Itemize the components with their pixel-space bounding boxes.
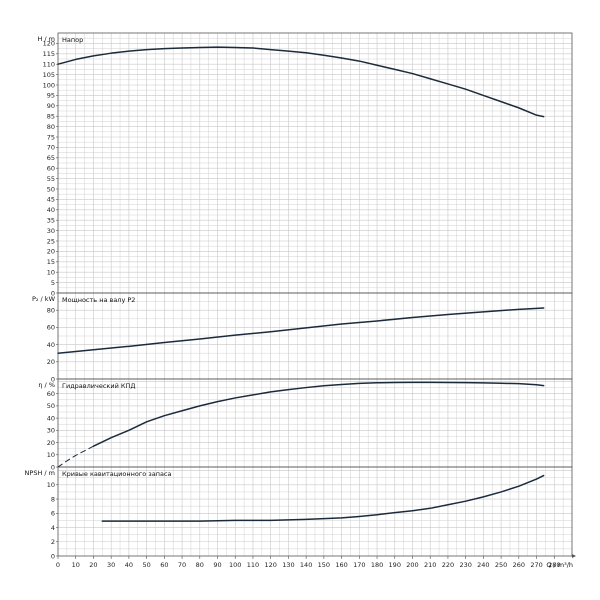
y-tick-label: 80 bbox=[47, 307, 55, 315]
y-tick-label: 20 bbox=[47, 358, 55, 366]
y-tick-label: 95 bbox=[47, 92, 55, 100]
x-tick-label: 90 bbox=[213, 561, 221, 569]
x-tick-label: 170 bbox=[353, 561, 365, 569]
panel-title: Гидравлический КПД bbox=[62, 382, 135, 390]
panel-title: Кривые кавитационного запаса bbox=[62, 470, 172, 478]
y-tick-label: 20 bbox=[47, 439, 55, 447]
y-tick-label: 5 bbox=[51, 279, 55, 287]
x-tick-label: 200 bbox=[406, 561, 418, 569]
x-tick-label: 140 bbox=[300, 561, 312, 569]
y-tick-label: 10 bbox=[47, 269, 55, 277]
y-tick-label: 60 bbox=[47, 324, 55, 332]
x-tick-label: 280 bbox=[548, 561, 560, 569]
x-tick-label: 80 bbox=[196, 561, 204, 569]
y-tick-label: 20 bbox=[47, 248, 55, 256]
y-axis-label: NPSH / m bbox=[25, 469, 55, 477]
y-tick-label: 110 bbox=[43, 61, 55, 69]
y-tick-label: 120 bbox=[43, 40, 55, 48]
y-tick-label: 75 bbox=[47, 133, 55, 141]
x-axis-arrow bbox=[572, 554, 576, 558]
y-tick-label: 0 bbox=[51, 463, 55, 471]
performance-curve bbox=[57, 307, 545, 354]
x-tick-label: 10 bbox=[72, 561, 80, 569]
y-axis-label: P₂ / kW bbox=[32, 295, 56, 303]
x-tick-label: 20 bbox=[89, 561, 97, 569]
y-tick-label: 0 bbox=[51, 289, 55, 297]
y-tick-label: 40 bbox=[47, 206, 55, 214]
x-tick-label: 60 bbox=[160, 561, 168, 569]
panel-title: Мощность на валу P2 bbox=[62, 296, 135, 304]
x-tick-label: 0 bbox=[56, 561, 60, 569]
y-tick-label: 4 bbox=[51, 524, 55, 532]
x-tick-label: 100 bbox=[229, 561, 241, 569]
x-axis-label: Q / m³/h bbox=[546, 561, 573, 569]
y-tick-label: 0 bbox=[51, 375, 55, 383]
y-tick-label: 10 bbox=[47, 481, 55, 489]
x-tick-label: 40 bbox=[125, 561, 133, 569]
y-tick-label: 60 bbox=[47, 165, 55, 173]
y-tick-label: 0 bbox=[51, 552, 55, 560]
y-tick-label: 80 bbox=[47, 123, 55, 131]
x-tick-label: 210 bbox=[424, 561, 436, 569]
y-tick-label: 8 bbox=[51, 495, 55, 503]
y-tick-label: 2 bbox=[51, 538, 55, 546]
y-tick-label: 45 bbox=[47, 196, 55, 204]
x-tick-label: 50 bbox=[142, 561, 150, 569]
y-tick-label: 6 bbox=[51, 510, 55, 518]
y-tick-label: 40 bbox=[47, 414, 55, 422]
x-tick-label: 70 bbox=[178, 561, 186, 569]
x-tick-label: 110 bbox=[247, 561, 259, 569]
y-tick-label: 35 bbox=[47, 217, 55, 225]
y-tick-label: 100 bbox=[43, 81, 55, 89]
panel-title: Напор bbox=[62, 36, 83, 44]
y-tick-label: 30 bbox=[47, 227, 55, 235]
x-tick-label: 30 bbox=[107, 561, 115, 569]
y-tick-label: 65 bbox=[47, 154, 55, 162]
curve-layer bbox=[57, 46, 545, 522]
y-tick-label: 115 bbox=[43, 50, 55, 58]
x-tick-label: 270 bbox=[530, 561, 542, 569]
x-tick-label: 190 bbox=[389, 561, 401, 569]
y-tick-label: 10 bbox=[47, 451, 55, 459]
x-tick-label: 220 bbox=[442, 561, 454, 569]
y-tick-label: 30 bbox=[47, 427, 55, 435]
performance-curve bbox=[57, 46, 545, 118]
x-tick-label: 160 bbox=[335, 561, 347, 569]
y-tick-label: 15 bbox=[47, 258, 55, 266]
x-tick-label: 250 bbox=[495, 561, 507, 569]
performance-curve bbox=[101, 474, 545, 522]
x-tick-label: 120 bbox=[264, 561, 276, 569]
y-tick-label: 40 bbox=[47, 341, 55, 349]
x-tick-label: 260 bbox=[513, 561, 525, 569]
y-tick-label: 50 bbox=[47, 402, 55, 410]
x-tick-label: 230 bbox=[459, 561, 471, 569]
x-tick-label: 240 bbox=[477, 561, 489, 569]
text-layer: 0510152025303540455055606570758085909510… bbox=[25, 35, 573, 569]
frame-layer bbox=[56, 32, 576, 559]
y-tick-label: 105 bbox=[43, 71, 55, 79]
y-tick-label: 60 bbox=[47, 390, 55, 398]
panel-frame bbox=[57, 466, 573, 557]
y-axis-label: η / % bbox=[38, 381, 55, 389]
y-tick-label: 50 bbox=[47, 185, 55, 193]
x-tick-label: 130 bbox=[282, 561, 294, 569]
x-tick-label: 180 bbox=[371, 561, 383, 569]
efficiency-curve-dashed bbox=[57, 445, 94, 468]
y-tick-label: 85 bbox=[47, 113, 55, 121]
y-tick-label: 70 bbox=[47, 144, 55, 152]
y-tick-label: 25 bbox=[47, 237, 55, 245]
y-axis-label: H / m bbox=[37, 35, 55, 43]
x-tick-label: 150 bbox=[318, 561, 330, 569]
y-tick-label: 90 bbox=[47, 102, 55, 110]
grid-layer bbox=[58, 33, 572, 556]
y-tick-label: 55 bbox=[47, 175, 55, 183]
performance-curve bbox=[92, 381, 545, 447]
